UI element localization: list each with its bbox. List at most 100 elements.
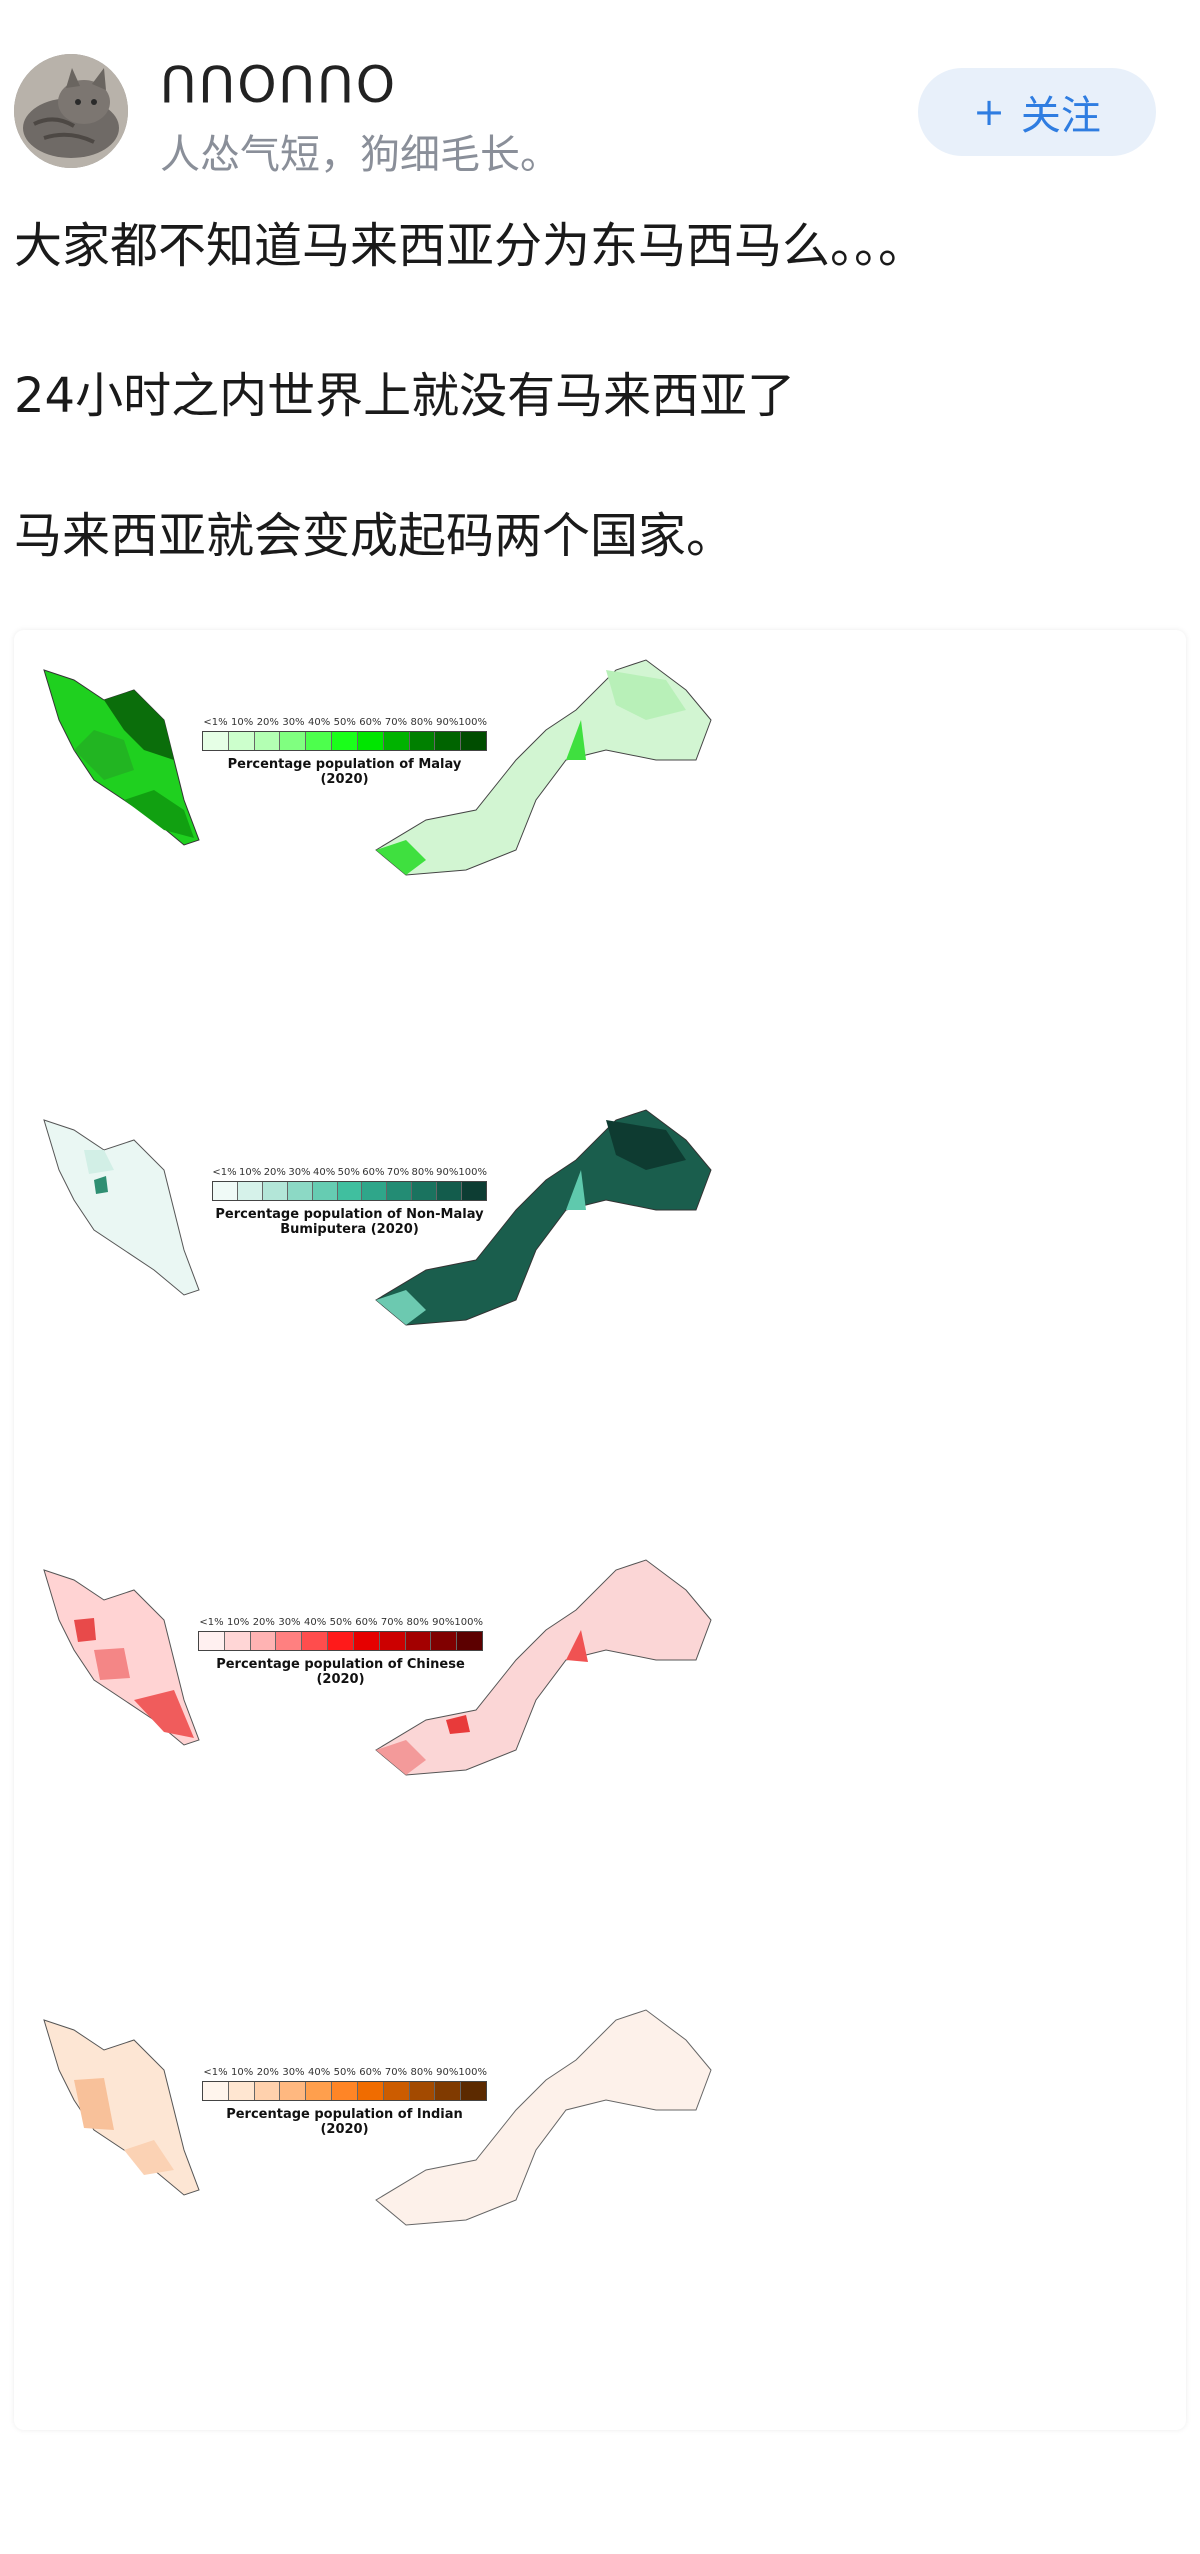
legend-color-swatch (435, 732, 462, 750)
east-map-bumiputera (375, 1109, 712, 1326)
legend-color-swatch (383, 2082, 410, 2100)
legend-tick-label: 90% (436, 2067, 459, 2078)
legend-tick-label: 10% (231, 717, 254, 728)
legend-tick-label: 80% (410, 2067, 433, 2078)
legend-tick-label: <1% (212, 1167, 237, 1178)
legend-color-swatch (383, 732, 410, 750)
legend-color-swatch (302, 1632, 329, 1650)
legend-tick-label: 100% (458, 717, 487, 728)
peninsular-map-bumiputera (43, 1119, 200, 1296)
legend-color-swatch (362, 1182, 388, 1200)
legend-color-swatch (332, 2082, 358, 2100)
legend-bumiputera: <1% 10% 20% 30% 40% 50% 60% 70% 80% 90% 100% Perce… (212, 1167, 487, 1237)
legend-color-swatch (203, 2082, 229, 2100)
plus-icon: + (973, 90, 1005, 134)
legend-tick-label: 100% (458, 1167, 487, 1178)
legend-tick-label: 60% (359, 2067, 382, 2078)
legend-tick-label: 20% (252, 1617, 275, 1628)
post-image[interactable]: <1% 10% 20% 30% 40% 50% 60% 70% 80% 90% 100% Perce… (14, 630, 1186, 2430)
east-map-chinese (375, 1559, 712, 1776)
map-row-bumiputera: <1% 10% 20% 30% 40% 50% 60% 70% 80% 90% 100% Perce… (14, 1090, 1186, 1540)
legend-color-swatch (332, 732, 358, 750)
legend-tick-label: 70% (384, 2067, 408, 2078)
legend-caption: Percentage population of Indian (2020) (226, 2107, 463, 2137)
legend-color-swatch (461, 732, 486, 750)
legend-color-swatch (254, 2082, 281, 2100)
legend-colorbar (202, 731, 487, 751)
cat-avatar-image (14, 54, 128, 168)
follow-button[interactable]: + 关注 (918, 68, 1156, 156)
legend-tick-label: 90% (432, 1617, 455, 1628)
follow-label: 关注 (1020, 93, 1101, 139)
legend-tick-label: 10% (231, 2067, 254, 2078)
legend-tick-label: 80% (410, 717, 433, 728)
peninsular-map-malay (43, 669, 200, 846)
post-line-2: 24小时之内世界上就没有马来西亚了 (14, 368, 796, 424)
legend-colorbar (202, 2081, 487, 2101)
legend-tick-label: 60% (362, 1167, 385, 1178)
username[interactable]: ᑎᑎOᑎᑎO (160, 56, 398, 114)
legend-color-swatch (262, 1182, 288, 1200)
legend-color-swatch (357, 732, 384, 750)
east-map-indian (375, 2009, 712, 2226)
legend-color-swatch (203, 732, 229, 750)
legend-color-swatch (287, 1182, 313, 1200)
legend-tick-label: 30% (288, 1167, 311, 1178)
legend-color-swatch (312, 1182, 338, 1200)
legend-tick-label: 70% (386, 1167, 410, 1178)
legend-color-swatch (228, 2082, 255, 2100)
legend-tick-label: 20% (256, 717, 279, 728)
legend-tick-label: 90% (436, 717, 459, 728)
peninsular-map-indian (43, 2019, 200, 2196)
legend-tick-label: 30% (278, 1617, 301, 1628)
peninsular-map-chinese (43, 1569, 200, 1746)
legend-color-swatch (431, 1632, 458, 1650)
legend-color-swatch (409, 2082, 436, 2100)
legend-color-swatch (213, 1182, 238, 1200)
legend-color-swatch (228, 732, 255, 750)
legend-color-swatch (337, 1182, 363, 1200)
legend-tick-label: 70% (384, 717, 408, 728)
legend-color-swatch (306, 2082, 333, 2100)
legend-caption: Percentage population of Non-Malay Bumip… (215, 1207, 484, 1237)
legend-tick-label: 40% (312, 1167, 336, 1178)
legend-color-swatch (254, 732, 281, 750)
legend-tick-label: 40% (307, 2067, 331, 2078)
legend-tick-label: 40% (307, 717, 331, 728)
legend-color-swatch (280, 732, 307, 750)
legend-caption: Percentage population of Chinese (2020) (216, 1657, 465, 1687)
map-row-indian: <1% 10% 20% 30% 40% 50% 60% 70% 80% 90% 100% Perce… (14, 1990, 1186, 2430)
legend-color-swatch (250, 1632, 277, 1650)
legend-tick-label: 90% (436, 1167, 459, 1178)
legend-chinese: <1% 10% 20% 30% 40% 50% 60% 70% 80% 90% 100% Perce… (198, 1617, 483, 1687)
legend-color-swatch (409, 732, 436, 750)
legend-color-swatch (457, 1632, 482, 1650)
legend-tick-label: 50% (333, 2067, 356, 2078)
legend-colorbar (212, 1181, 487, 1201)
legend-color-swatch (353, 1632, 380, 1650)
legend-tick-label: 70% (380, 1617, 404, 1628)
legend-color-swatch (405, 1632, 432, 1650)
legend-tick-label: 50% (337, 1167, 360, 1178)
legend-color-swatch (199, 1632, 225, 1650)
legend-color-swatch (328, 1632, 354, 1650)
legend-color-swatch (461, 2082, 486, 2100)
legend-color-swatch (462, 1182, 486, 1200)
legend-tick-label: 20% (256, 2067, 279, 2078)
legend-ticks: <1% 10% 20% 30% 40% 50% 60% 70% 80% 90% 100% (202, 717, 487, 731)
map-row-malay: <1% 10% 20% 30% 40% 50% 60% 70% 80% 90% 100% Perce… (14, 640, 1186, 1090)
legend-color-swatch (437, 1182, 463, 1200)
avatar[interactable] (14, 54, 128, 168)
legend-color-swatch (412, 1182, 438, 1200)
legend-ticks: <1% 10% 20% 30% 40% 50% 60% 70% 80% 90% 100% (202, 2067, 487, 2081)
post-header: ᑎᑎOᑎᑎO 人怂气短，狗细毛长。 + 关注 (0, 0, 1200, 180)
legend-malay: <1% 10% 20% 30% 40% 50% 60% 70% 80% 90% 100% Perce… (202, 717, 487, 787)
legend-tick-label: 100% (454, 1617, 483, 1628)
legend-tick-label: <1% (203, 2067, 228, 2078)
legend-tick-label: 40% (303, 1617, 327, 1628)
legend-tick-label: 30% (282, 2067, 305, 2078)
legend-color-swatch (387, 1182, 413, 1200)
legend-tick-label: 80% (411, 1167, 434, 1178)
legend-ticks: <1% 10% 20% 30% 40% 50% 60% 70% 80% 90% 100% (198, 1617, 483, 1631)
legend-ticks: <1% 10% 20% 30% 40% 50% 60% 70% 80% 90% 100% (212, 1167, 487, 1181)
